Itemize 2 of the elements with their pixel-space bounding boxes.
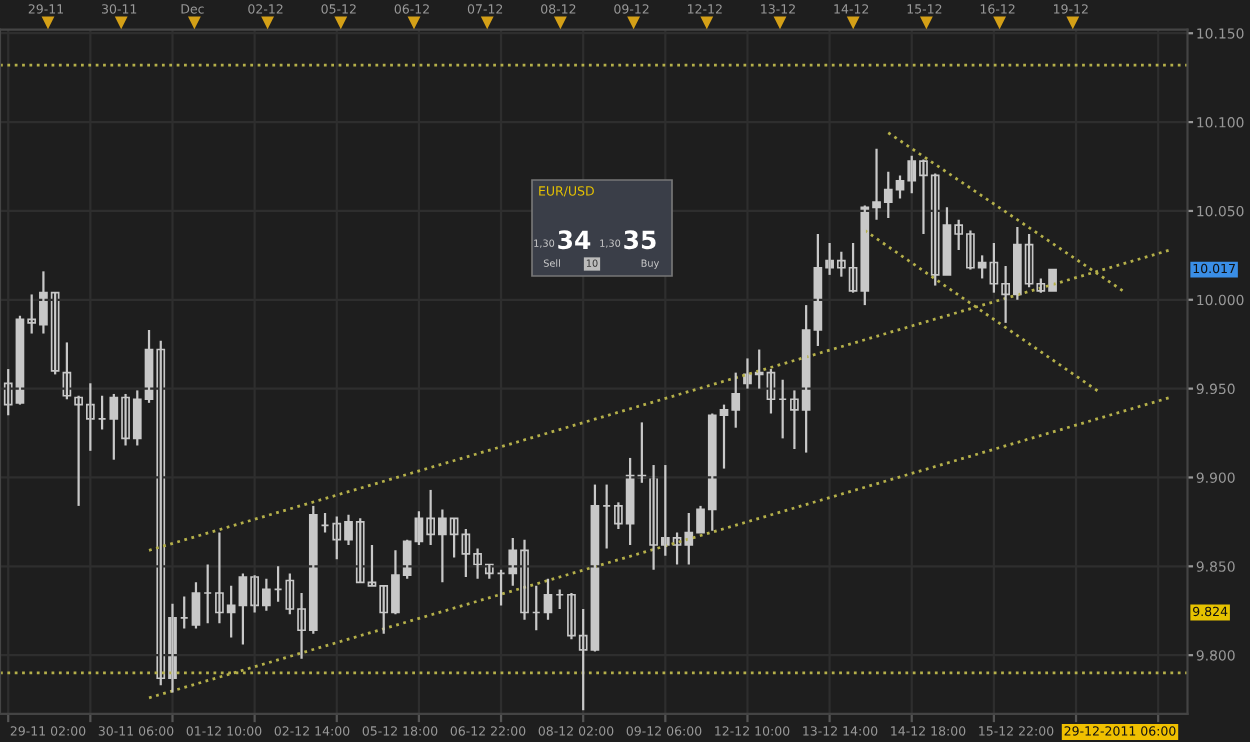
annotation: 35 (624, 230, 656, 250)
annotation: 34 (558, 230, 591, 250)
